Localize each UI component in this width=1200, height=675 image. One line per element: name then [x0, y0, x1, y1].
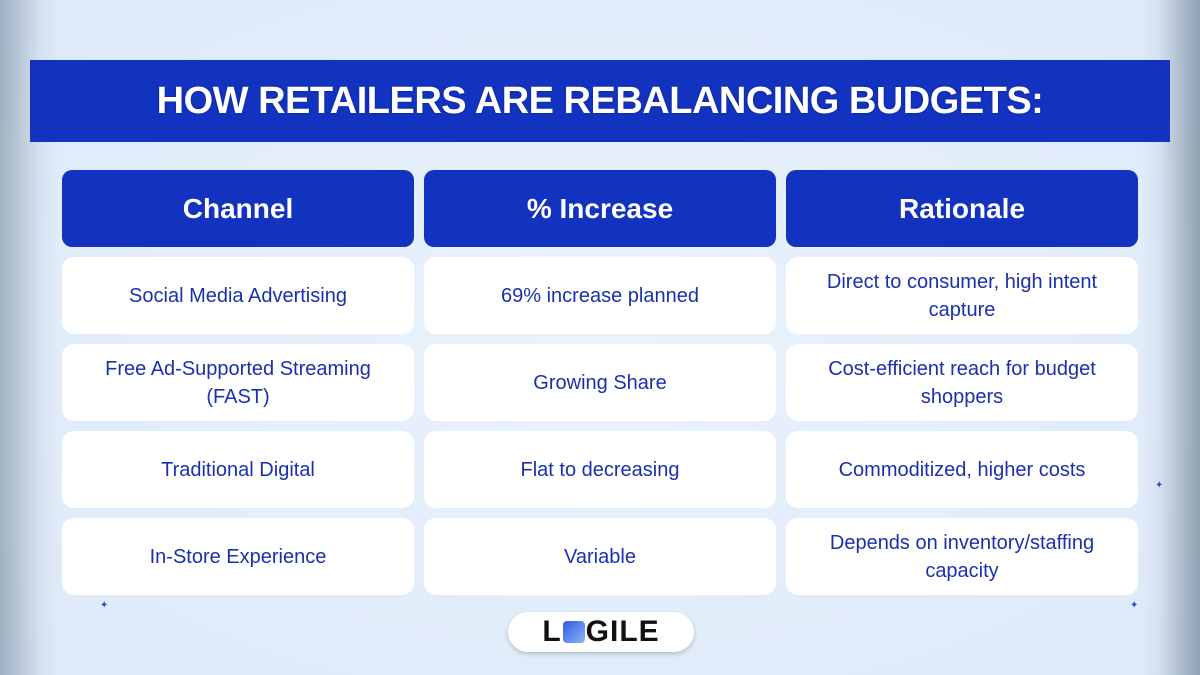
- table-cell-channel: Free Ad-Supported Streaming (FAST): [62, 344, 414, 421]
- logo-text-end: GILE: [585, 615, 660, 648]
- table-cell-rationale: Direct to consumer, high intent capture: [786, 257, 1138, 334]
- table-cell-channel: Social Media Advertising: [62, 257, 414, 334]
- table-cell-rationale: Commoditized, higher costs: [786, 431, 1138, 508]
- logo-text-start: L: [542, 615, 562, 648]
- column-header-increase: % Increase: [424, 170, 776, 247]
- sparkle-icon: ✦: [1130, 600, 1139, 611]
- page-title: HOW RETAILERS ARE REBALANCING BUDGETS:: [156, 79, 1044, 122]
- title-banner: HOW RETAILERS ARE REBALANCING BUDGETS:: [30, 60, 1170, 142]
- table-cell-increase: Flat to decreasing: [424, 431, 776, 508]
- column-header-channel: Channel: [62, 170, 414, 247]
- logo-o-mark-icon: [562, 621, 585, 643]
- table-cell-channel: Traditional Digital: [62, 431, 414, 508]
- sparkle-icon: ✦: [1155, 480, 1164, 491]
- table-cell-channel: In-Store Experience: [62, 518, 414, 595]
- budget-table: Channel % Increase Rationale Social Medi…: [62, 170, 1138, 595]
- table-cell-increase: 69% increase planned: [424, 257, 776, 334]
- sparkle-icon: ✦: [100, 600, 109, 611]
- table-cell-increase: Variable: [424, 518, 776, 595]
- table-cell-rationale: Depends on inventory/staffing capacity: [786, 518, 1138, 595]
- column-header-rationale: Rationale: [786, 170, 1138, 247]
- logile-logo: L GILE: [508, 612, 694, 652]
- table-cell-rationale: Cost-efficient reach for budget shoppers: [786, 344, 1138, 421]
- table-cell-increase: Growing Share: [424, 344, 776, 421]
